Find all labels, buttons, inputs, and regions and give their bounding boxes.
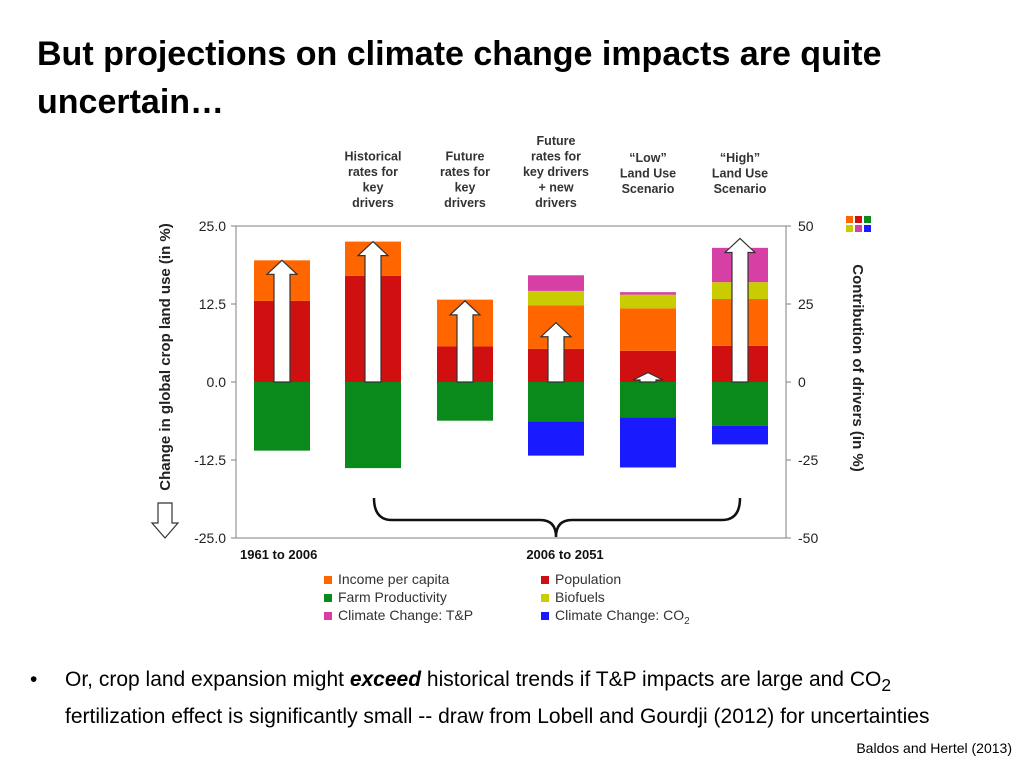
right-tick-label: -25 (798, 452, 818, 468)
bar-segment (712, 425, 768, 445)
column-header-line: key (363, 181, 384, 195)
column-header-line: rates for (348, 165, 398, 179)
column-header-line: key (455, 181, 476, 195)
legend-grid-icon (855, 216, 862, 223)
left-tick-label: -12.5 (194, 452, 226, 468)
column-header-line: “High” (720, 151, 760, 165)
column-header-line: Scenario (714, 182, 767, 196)
bullet-text: Or, crop land expansion might exceed his… (65, 664, 975, 732)
legend-grid-icon (855, 225, 862, 232)
bar-segment (620, 294, 676, 309)
legend-label: Population (555, 571, 621, 587)
legend-swatch (541, 576, 549, 584)
bar-segment (712, 382, 768, 426)
column-header-line: Future (446, 150, 485, 164)
citation: Baldos and Hertel (2013) (856, 740, 1012, 756)
column-header-line: Land Use (712, 167, 768, 181)
bullet-marker: • (30, 668, 38, 691)
column-header-line: Historical (345, 150, 402, 164)
bullet-text-post: historical trends if T&P impacts are lar… (421, 668, 882, 691)
column-header-line: drivers (535, 196, 577, 210)
legend-swatch (541, 612, 549, 620)
bullet-text-tail: fertilization effect is significantly sm… (65, 705, 930, 729)
bar-segment (254, 382, 310, 451)
left-tick-label: 12.5 (199, 296, 226, 312)
column-header-line: drivers (352, 196, 394, 210)
left-tick-label: -25.0 (194, 530, 226, 546)
bar-segment (620, 382, 676, 418)
net-change-arrow (539, 321, 573, 383)
bar-segment (437, 382, 493, 421)
net-change-arrow (356, 240, 390, 383)
legend-grid-icon (846, 225, 853, 232)
right-tick-label: -50 (798, 530, 818, 546)
down-arrow-icon (150, 502, 180, 539)
column-header-line: key drivers (523, 165, 589, 179)
bar-segment (528, 421, 584, 456)
legend-swatch (324, 612, 332, 620)
slide-title: But projections on climate change impact… (37, 35, 882, 121)
legend-swatch (324, 576, 332, 584)
bar-segment (620, 417, 676, 468)
y-axis-left-title: Change in global crop land use (in %) (157, 223, 174, 491)
right-tick-label: 0 (798, 374, 806, 390)
column-header-line: Scenario (622, 182, 675, 196)
column-header-line: drivers (444, 196, 486, 210)
legend-swatch (541, 594, 549, 602)
period-brace (372, 497, 742, 538)
legend-label: Climate Change: CO2 (555, 607, 690, 627)
bullet-emphasis: exceed (349, 668, 422, 691)
legend-grid-icon (864, 216, 871, 223)
column-header-line: + new (538, 181, 573, 195)
bullet-subscript: 2 (881, 675, 892, 696)
right-tick-label: 25 (798, 296, 814, 312)
legend-grid-icon (864, 225, 871, 232)
net-change-arrow (632, 371, 664, 383)
period-label-historical: 1961 to 2006 (240, 547, 317, 562)
bar-segment (528, 290, 584, 306)
y-axis-right-title: Contribution of drivers (in %) (849, 264, 866, 472)
right-tick-label: 50 (798, 218, 814, 234)
left-tick-label: 25.0 (199, 218, 226, 234)
legend-grid-icon (846, 216, 853, 223)
bar-segment (620, 308, 676, 351)
bar-segment (620, 292, 676, 295)
legend-label: Income per capita (338, 571, 449, 587)
left-tick-label: 0.0 (207, 374, 227, 390)
plot-frame (235, 225, 787, 539)
bar-segment (528, 275, 584, 291)
stacked-bar-chart: 25.0 50 12.5 25 0.0 0 -12.5 -25 -25.0 -50 Change i… (150, 134, 871, 627)
legend-subscript: 2 (684, 616, 690, 627)
net-change-arrow (265, 259, 299, 383)
column-header-line: “Low” (629, 151, 667, 165)
legend-label: Climate Change: T&P (338, 607, 473, 623)
period-label-future: 2006 to 2051 (526, 547, 603, 562)
column-header-line: rates for (440, 165, 490, 179)
legend-label: Biofuels (555, 589, 605, 605)
bullet-text-pre: Or, crop land expansion might (65, 668, 350, 691)
bar-segment (345, 382, 401, 469)
legend-label: Farm Productivity (338, 589, 447, 605)
legend-swatch (324, 594, 332, 602)
column-header-line: Future (537, 134, 576, 148)
net-change-arrow (448, 300, 482, 383)
bar-segment (528, 382, 584, 422)
column-header-line: rates for (531, 150, 581, 164)
column-header-line: Land Use (620, 167, 676, 181)
net-change-arrow (723, 237, 757, 383)
